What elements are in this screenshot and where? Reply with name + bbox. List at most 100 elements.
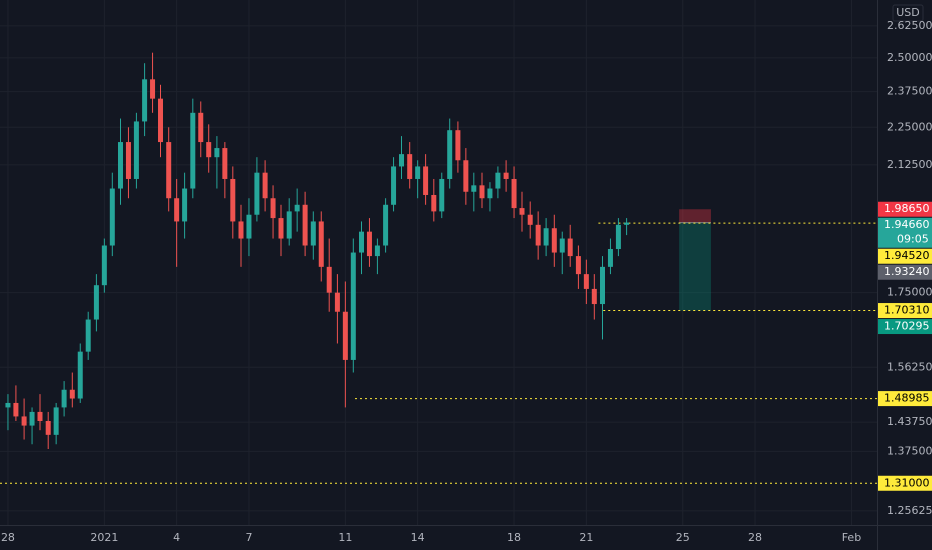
candle-body <box>607 249 613 267</box>
candle-body <box>206 142 212 158</box>
y-tick-label: 1.25625 <box>887 504 932 517</box>
candle-body <box>61 389 67 408</box>
candle-body <box>238 221 244 239</box>
y-tick-label: 2.25000 <box>887 120 932 133</box>
price-label: 1.94660 <box>884 218 930 231</box>
currency-badge[interactable] <box>892 4 924 22</box>
candle-body <box>262 172 268 199</box>
candle-body <box>350 252 356 360</box>
price-label-box <box>878 217 932 248</box>
price-label-box <box>878 319 932 335</box>
candle-body <box>246 214 252 239</box>
candle-body <box>125 142 131 179</box>
candle-body <box>150 79 156 99</box>
candle-body <box>109 188 115 246</box>
candle-body <box>407 154 413 179</box>
candle-body <box>600 266 606 305</box>
candle-body <box>527 214 533 225</box>
candle-body <box>415 166 421 179</box>
price-label-box <box>878 475 932 491</box>
candle-body <box>230 178 236 222</box>
y-tick-label: 2.12500 <box>887 158 932 171</box>
candle-body <box>53 407 59 435</box>
candle-body <box>431 194 437 212</box>
candle-body <box>551 228 557 253</box>
price-label: 1.70295 <box>884 320 930 333</box>
y-tick-label: 2.37500 <box>887 85 932 98</box>
candle-body <box>182 188 188 222</box>
price-label-box <box>878 201 932 217</box>
candle-body <box>391 166 397 205</box>
candle-body <box>624 222 630 225</box>
x-tick-label: 7 <box>245 531 252 544</box>
price-label-box <box>878 264 932 280</box>
candle-body <box>318 221 324 267</box>
candle-body <box>278 218 284 239</box>
candle-body <box>133 121 139 179</box>
candle-body <box>383 204 389 246</box>
candle-body <box>190 112 196 189</box>
candle-body <box>37 411 43 421</box>
candle-body <box>5 402 11 408</box>
candle-body <box>214 148 220 158</box>
stop-zone <box>679 209 711 223</box>
candle-body <box>359 231 365 253</box>
price-label-box <box>878 248 932 264</box>
candle-body <box>487 188 493 199</box>
candle-body <box>463 160 469 192</box>
candle-body <box>77 351 83 399</box>
candle-body <box>503 172 509 179</box>
candle-body <box>142 79 148 122</box>
candle-body <box>374 245 380 257</box>
candle-body <box>302 204 308 246</box>
price-label-box <box>878 303 932 319</box>
candle-body <box>479 185 485 199</box>
candle-body <box>511 178 517 209</box>
candle-body <box>174 198 180 222</box>
candle-body <box>69 389 75 399</box>
candle-body <box>615 224 621 250</box>
price-label: 1.70310 <box>884 304 930 317</box>
price-label: 1.94520 <box>884 249 930 262</box>
candle-body <box>519 208 525 215</box>
x-tick-label: 2021 <box>90 531 118 544</box>
currency-label: USD <box>896 6 920 19</box>
candle-body <box>13 402 19 417</box>
candle-body <box>286 211 292 239</box>
candle-body <box>455 130 461 161</box>
candle-body <box>326 266 332 293</box>
x-tick-label: 25 <box>676 531 690 544</box>
x-tick-label: 18 <box>507 531 521 544</box>
candle-body <box>21 416 27 426</box>
candle-body <box>198 112 204 143</box>
price-label: 1.31000 <box>884 476 930 489</box>
candle-body <box>342 311 348 360</box>
candle-body <box>591 288 597 305</box>
candle-body <box>495 172 501 189</box>
y-tick-label: 1.75000 <box>887 286 932 299</box>
y-tick-label: 2.62500 <box>887 19 932 32</box>
x-tick-label: 28 <box>748 531 762 544</box>
candle-body <box>543 228 549 246</box>
candle-body <box>101 245 107 286</box>
candle-body <box>399 154 405 167</box>
candle-body <box>118 142 124 189</box>
x-tick-label: Feb <box>842 531 861 544</box>
y-tick-label: 1.43750 <box>887 415 932 428</box>
price-label: 1.98650 <box>884 202 930 215</box>
price-label: 1.48985 <box>884 392 930 405</box>
candle-body <box>439 178 445 212</box>
target-zone <box>679 222 711 311</box>
candle-body <box>535 224 541 246</box>
x-tick-label: 14 <box>411 531 425 544</box>
candle-body <box>222 148 228 179</box>
candle-body <box>270 198 276 219</box>
candle-body <box>45 420 51 435</box>
price-label-box <box>878 391 932 407</box>
candle-body <box>294 204 300 212</box>
y-tick-label: 1.56250 <box>887 360 932 373</box>
candle-body <box>575 256 581 275</box>
x-tick-label: 11 <box>338 531 352 544</box>
